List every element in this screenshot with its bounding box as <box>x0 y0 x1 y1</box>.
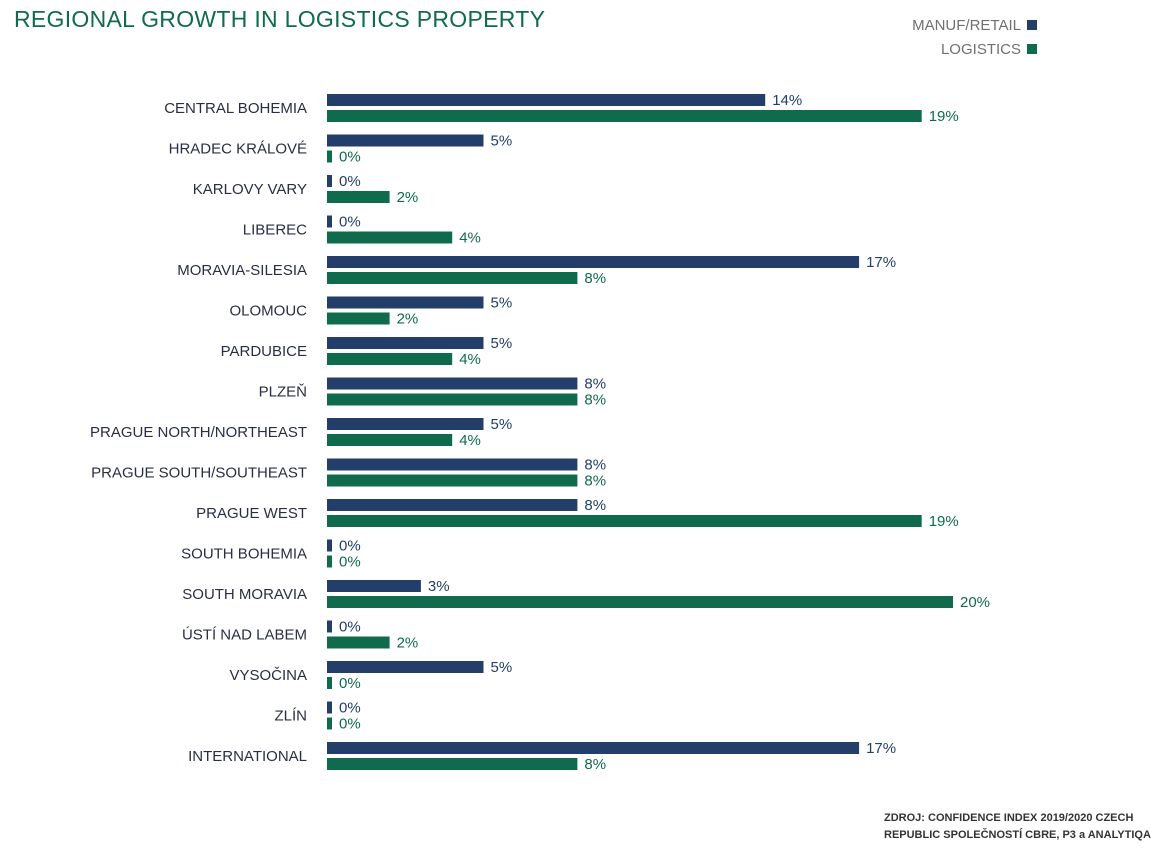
bar-manuf-retail-central-bohemia <box>327 94 766 106</box>
chart-title: REGIONAL GROWTH IN LOGISTICS PROPERTY <box>14 6 546 32</box>
source-line-2: REPUBLIC SPOLEČNOSTÍ CBRE, P3 a ANALYTIQ… <box>884 829 1151 841</box>
value-label-logistics-plzen: 8% <box>584 392 606 409</box>
legend-swatch-logistics <box>1027 44 1037 54</box>
value-label-logistics-olomouc: 2% <box>397 311 419 328</box>
category-label-prague-south-southeast: PRAGUE SOUTH/SOUTHEAST <box>91 465 307 482</box>
bar-manuf-retail-international <box>327 742 860 754</box>
bar-manuf-retail-south-moravia <box>327 580 421 592</box>
bar-manuf-retail-prague-south-southeast <box>327 458 578 471</box>
bar-manuf-retail-prague-north-northeast <box>327 418 484 430</box>
category-label-plzen: PLZEŇ <box>259 384 307 401</box>
value-label-manuf-retail-vysocina: 5% <box>491 659 513 676</box>
bar-logistics-prague-north-northeast <box>327 434 453 446</box>
bar-manuf-retail-prague-west <box>327 499 578 511</box>
bar-logistics-pardubice <box>327 353 453 365</box>
value-label-manuf-retail-prague-north-northeast: 5% <box>491 416 513 433</box>
category-label-usti-nad-labem: ÚSTÍ NAD LABEM <box>182 627 307 644</box>
bar-logistics-prague-west <box>327 515 922 527</box>
bar-logistics-vysocina <box>327 677 332 689</box>
legend-item-manuf-retail: MANUF/RETAIL <box>912 14 1037 36</box>
category-label-karlovy-vary: KARLOVY VARY <box>193 181 307 198</box>
value-label-manuf-retail-pardubice: 5% <box>491 335 513 352</box>
bar-manuf-retail-hradec-kralove <box>327 134 484 147</box>
legend: MANUF/RETAIL LOGISTICS <box>912 14 1037 62</box>
bar-logistics-usti-nad-labem <box>327 636 390 649</box>
legend-item-logistics: LOGISTICS <box>912 38 1037 60</box>
category-label-liberec: LIBEREC <box>243 222 307 239</box>
value-label-logistics-hradec-kralove: 0% <box>339 149 361 166</box>
value-label-manuf-retail-south-moravia: 3% <box>428 578 450 595</box>
value-label-logistics-south-bohemia: 0% <box>339 554 361 571</box>
value-label-logistics-usti-nad-labem: 2% <box>397 635 419 652</box>
value-label-manuf-retail-plzen: 8% <box>584 376 606 393</box>
category-label-central-bohemia: CENTRAL BOHEMIA <box>164 100 307 117</box>
value-label-logistics-moravia-silesia: 8% <box>584 270 606 287</box>
value-label-logistics-central-bohemia: 19% <box>929 108 959 125</box>
category-label-international: INTERNATIONAL <box>188 748 307 765</box>
bar-manuf-retail-olomouc <box>327 296 484 309</box>
category-label-hradec-kralove: HRADEC KRÁLOVÉ <box>169 141 307 158</box>
value-label-logistics-south-moravia: 20% <box>960 594 990 611</box>
value-label-manuf-retail-international: 17% <box>866 740 896 757</box>
bar-logistics-olomouc <box>327 312 390 325</box>
category-label-south-moravia: SOUTH MORAVIA <box>182 586 307 603</box>
bar-logistics-moravia-silesia <box>327 272 578 284</box>
bar-manuf-retail-vysocina <box>327 661 484 673</box>
category-label-moravia-silesia: MORAVIA-SILESIA <box>177 262 307 279</box>
bar-logistics-south-moravia <box>327 596 953 608</box>
bar-manuf-retail-moravia-silesia <box>327 256 860 268</box>
value-label-logistics-prague-north-northeast: 4% <box>459 432 481 449</box>
value-label-manuf-retail-central-bohemia: 14% <box>772 92 802 109</box>
value-label-manuf-retail-prague-south-southeast: 8% <box>584 457 606 474</box>
bar-manuf-retail-usti-nad-labem <box>327 620 332 633</box>
value-label-logistics-zlin: 0% <box>339 716 361 733</box>
value-label-logistics-prague-west: 19% <box>929 513 959 530</box>
bar-logistics-zlin <box>327 717 332 730</box>
category-label-prague-north-northeast: PRAGUE NORTH/NORTHEAST <box>90 424 307 441</box>
category-label-prague-west: PRAGUE WEST <box>196 505 307 522</box>
value-label-logistics-liberec: 4% <box>459 230 481 247</box>
bar-logistics-plzen <box>327 393 578 406</box>
bar-logistics-karlovy-vary <box>327 191 390 203</box>
bar-logistics-central-bohemia <box>327 110 922 122</box>
value-label-manuf-retail-south-bohemia: 0% <box>339 538 361 555</box>
value-label-manuf-retail-liberec: 0% <box>339 214 361 231</box>
bar-logistics-liberec <box>327 231 453 244</box>
bar-manuf-retail-south-bohemia <box>327 539 332 552</box>
category-label-olomouc: OLOMOUC <box>229 303 307 320</box>
category-label-zlin: ZLÍN <box>274 708 307 725</box>
bar-logistics-south-bohemia <box>327 555 332 568</box>
category-label-south-bohemia: SOUTH BOHEMIA <box>181 546 307 563</box>
value-label-logistics-vysocina: 0% <box>339 675 361 692</box>
value-label-logistics-international: 8% <box>584 756 606 773</box>
value-label-manuf-retail-hradec-kralove: 5% <box>491 133 513 150</box>
value-label-logistics-prague-south-southeast: 8% <box>584 473 606 490</box>
bar-manuf-retail-plzen <box>327 377 578 390</box>
value-label-manuf-retail-karlovy-vary: 0% <box>339 173 361 190</box>
bar-manuf-retail-liberec <box>327 215 332 228</box>
legend-swatch-manuf-retail <box>1027 20 1037 30</box>
category-label-vysocina: VYSOČINA <box>229 667 307 684</box>
value-label-manuf-retail-moravia-silesia: 17% <box>866 254 896 271</box>
bar-manuf-retail-karlovy-vary <box>327 175 332 187</box>
bar-logistics-international <box>327 758 578 770</box>
legend-label-manuf-retail: MANUF/RETAIL <box>912 16 1021 34</box>
bar-manuf-retail-pardubice <box>327 337 484 349</box>
value-label-logistics-pardubice: 4% <box>459 351 481 368</box>
source-line-1: ZDROJ: CONFIDENCE INDEX 2019/2020 CZECH <box>884 812 1134 824</box>
bar-logistics-prague-south-southeast <box>327 474 578 487</box>
source-note: ZDROJ: CONFIDENCE INDEX 2019/2020 CZECH … <box>884 810 1151 844</box>
bar-logistics-hradec-kralove <box>327 150 332 163</box>
value-label-manuf-retail-zlin: 0% <box>339 700 361 717</box>
value-label-manuf-retail-prague-west: 8% <box>584 497 606 514</box>
category-label-pardubice: PARDUBICE <box>221 343 307 360</box>
bar-manuf-retail-zlin <box>327 701 332 714</box>
legend-label-logistics: LOGISTICS <box>940 40 1021 58</box>
value-label-logistics-karlovy-vary: 2% <box>397 189 419 206</box>
value-label-manuf-retail-olomouc: 5% <box>491 295 513 312</box>
value-label-manuf-retail-usti-nad-labem: 0% <box>339 619 361 636</box>
